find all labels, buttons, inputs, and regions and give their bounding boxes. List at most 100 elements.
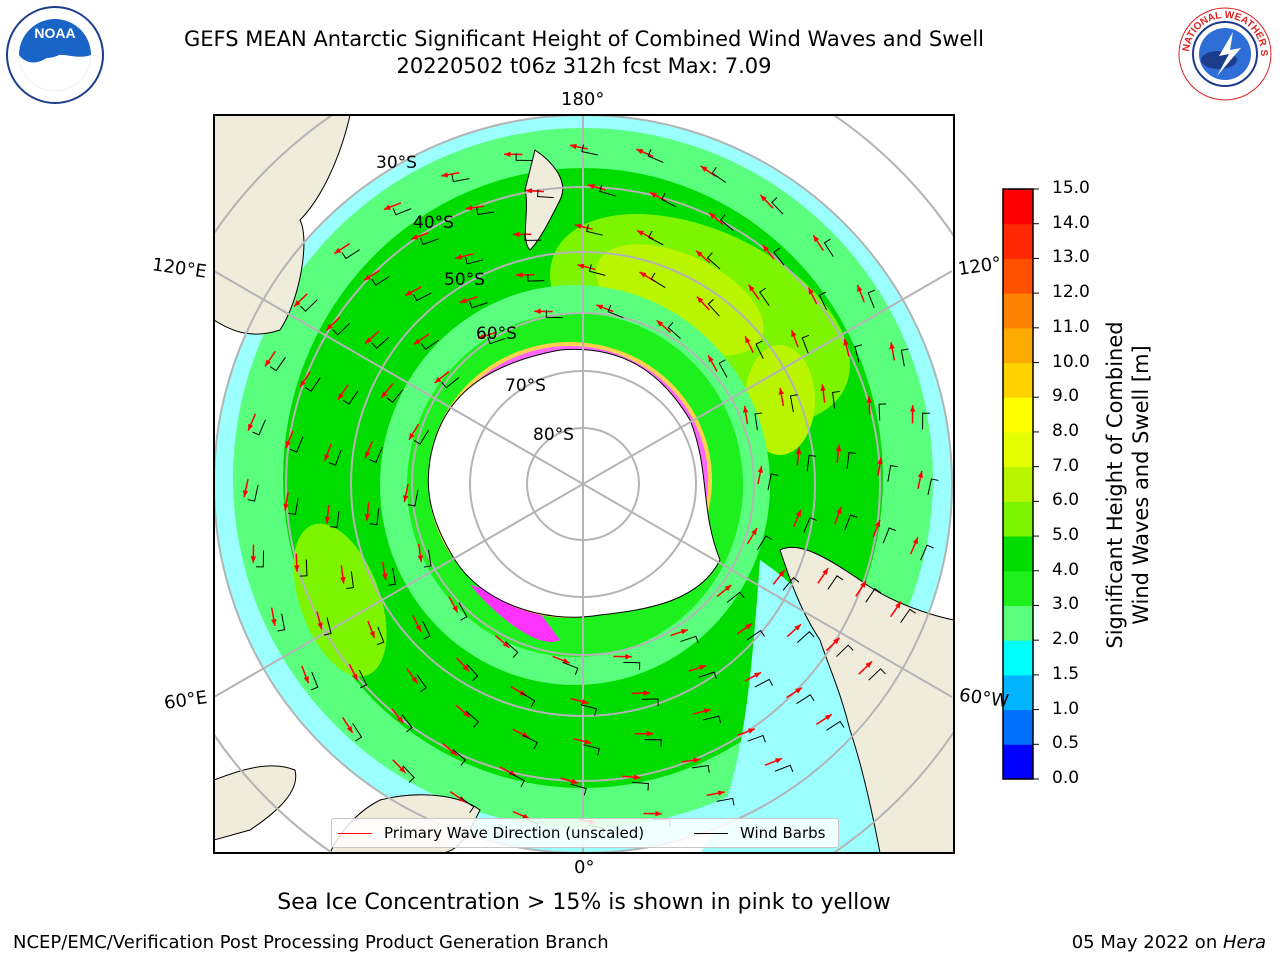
wave-arrow-head xyxy=(708,355,714,363)
wave-arrow-head xyxy=(795,687,803,694)
wind-barb xyxy=(887,464,898,482)
wind-barb xyxy=(358,669,368,689)
wind-barb xyxy=(803,517,817,533)
wind-barb xyxy=(667,321,681,339)
wave-arrow-head xyxy=(522,813,530,819)
wind-barb xyxy=(588,264,606,276)
wind-barb xyxy=(402,765,415,783)
wind-barb xyxy=(586,224,603,236)
wind-barb xyxy=(412,292,432,302)
wave-arrow-head xyxy=(760,195,767,202)
wave-arrow-head xyxy=(571,778,579,784)
wave-arrow-head xyxy=(363,274,371,281)
colorbar-tick-label: 15.0 xyxy=(1052,178,1090,198)
wind-barb xyxy=(562,661,579,676)
graticule xyxy=(214,115,954,853)
legend-red-line-icon xyxy=(338,832,372,834)
wave-arrow-head xyxy=(646,730,654,737)
legend-item-wave-direction: Primary Wave Direction (unscaled) xyxy=(338,824,644,842)
wave-arrow-head xyxy=(502,641,510,648)
colorbar-swatch xyxy=(1003,570,1033,606)
wave-arrow-head xyxy=(917,470,924,478)
wave-arrow-head xyxy=(462,664,470,672)
colorbar-tick-label: 0.5 xyxy=(1052,733,1080,754)
wind-barb xyxy=(392,207,412,216)
wind-barb xyxy=(369,508,380,526)
wave-arrow-head xyxy=(693,757,701,763)
wave-arrow-head xyxy=(411,676,418,684)
wave-arrow-head xyxy=(762,244,769,252)
wave-arrow-head xyxy=(822,568,829,575)
wave-arrow-head xyxy=(833,637,840,645)
wind-barb xyxy=(537,189,554,199)
wave-arrow-head xyxy=(699,664,707,671)
wind-barb xyxy=(466,663,479,682)
wave-arrow-head xyxy=(778,387,784,395)
map-frame xyxy=(213,114,955,854)
colorbar-tick-label: 9.0 xyxy=(1052,386,1080,407)
svg-text:NOAA: NOAA xyxy=(34,25,75,41)
wind-barb xyxy=(868,668,886,681)
wave-arrow-head xyxy=(352,673,358,681)
wind-barb xyxy=(774,764,794,773)
colorbar-tick-label: 13.0 xyxy=(1052,247,1090,268)
wave-arrow-head xyxy=(402,495,409,502)
wave-arrow-head xyxy=(778,570,785,577)
wave-arrow-head xyxy=(745,336,751,344)
wave-arrow-head xyxy=(365,451,371,459)
wind-barb xyxy=(680,635,699,644)
wind-barb xyxy=(269,357,286,372)
wave-arrow-head xyxy=(364,513,371,521)
wave-arrow-head xyxy=(452,605,458,613)
wave-arrow-head xyxy=(795,509,801,517)
wave-arrow-head xyxy=(569,143,577,150)
wind-barb xyxy=(806,454,817,472)
wind-barb xyxy=(420,339,440,351)
colorbar-tick-label: 8.0 xyxy=(1052,420,1080,441)
colorbar-swatch xyxy=(1003,397,1033,433)
credit-text: NCEP/EMC/Verification Post Processing Pr… xyxy=(13,932,609,953)
wind-barb xyxy=(288,498,299,516)
wave-arrow-head xyxy=(562,658,570,664)
wave-arrow-head xyxy=(625,653,632,660)
australia-land xyxy=(214,115,351,335)
colorbar-tick-label: 1.0 xyxy=(1052,698,1080,719)
wind-barb xyxy=(451,174,470,183)
wind-barb xyxy=(469,300,488,309)
wind-barb xyxy=(324,617,332,636)
wave-arrow-head xyxy=(860,581,866,588)
wind-barb xyxy=(369,447,383,463)
wave-arrow-head xyxy=(441,172,449,178)
wind-barb xyxy=(747,734,766,743)
wind-barb xyxy=(388,567,397,586)
wave-arrow-head xyxy=(791,329,797,337)
wind-barb xyxy=(515,153,533,162)
colorbar-swatch xyxy=(1003,640,1033,676)
wind-barb xyxy=(702,715,722,724)
wind-barb xyxy=(401,714,413,733)
wind-barb xyxy=(726,591,745,603)
wave-arrow-head xyxy=(709,212,716,219)
new-zealand-land xyxy=(524,149,564,251)
wave-arrow-head xyxy=(857,284,863,292)
colorbar xyxy=(1003,188,1039,780)
wind-barb xyxy=(310,671,319,691)
wind-barb xyxy=(773,247,785,266)
wave-arrow-head xyxy=(889,342,895,350)
wave-arrow-head xyxy=(643,690,651,696)
wave-arrow-head xyxy=(584,738,592,745)
wind-barb xyxy=(900,608,917,623)
wind-barb xyxy=(867,289,876,309)
colorbar-tick-label: 4.0 xyxy=(1052,559,1080,580)
wind-barb xyxy=(583,744,600,756)
wave-arrow-head xyxy=(639,272,647,278)
wave-arrow-head xyxy=(303,676,309,684)
nws-logo: NATIONAL WEATHER SERVICE xyxy=(1175,4,1272,101)
wave-arrow-head xyxy=(912,537,918,545)
wind-barb xyxy=(827,575,844,590)
wave-arrow-head xyxy=(757,466,764,473)
wave-arrow-head xyxy=(346,725,353,733)
wave-arrow-head xyxy=(703,708,711,714)
wind-barb xyxy=(900,348,909,367)
wave-arrow-head xyxy=(696,296,704,304)
